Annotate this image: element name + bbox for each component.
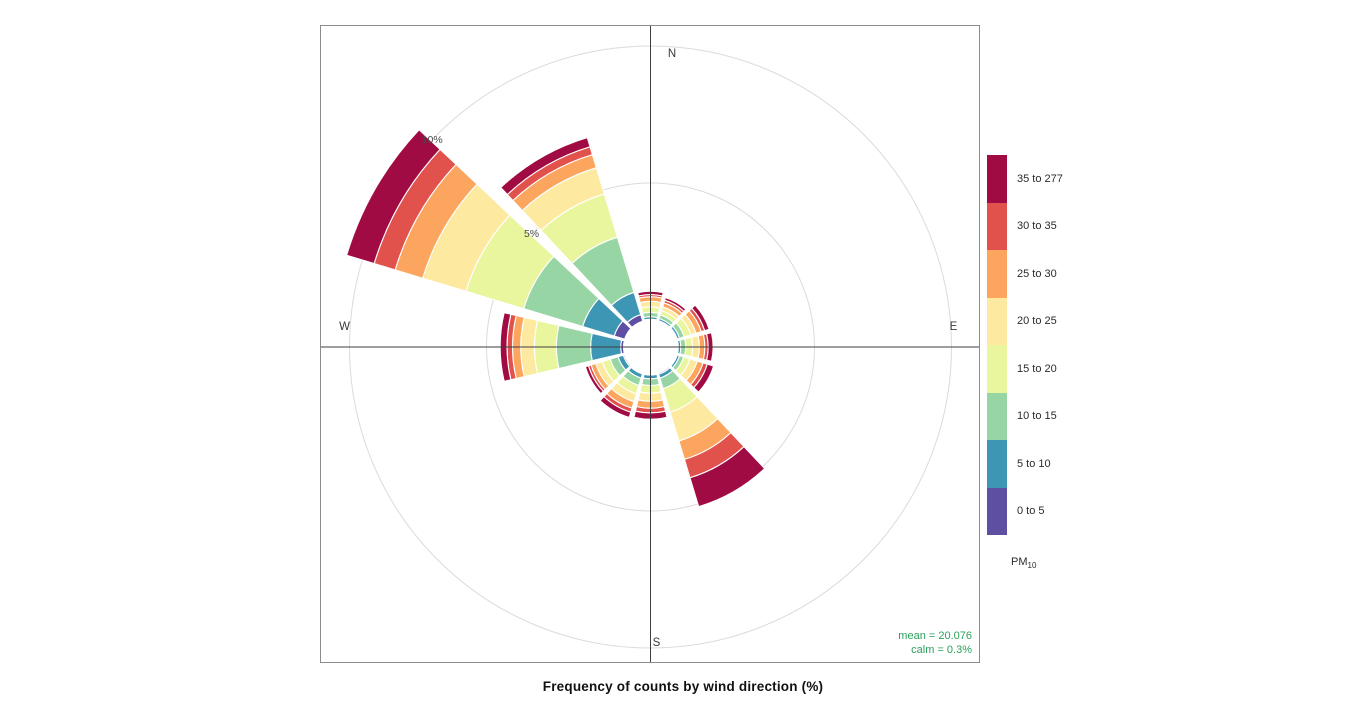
legend-swatch [987, 345, 1007, 393]
legend-swatch [987, 487, 1007, 535]
legend-title-main: PM [1011, 556, 1028, 568]
legend-row: 25 to 30 [987, 250, 1063, 298]
wind-rose-svg: N E S W 5% 10% [321, 26, 979, 662]
compass-label-e: E [950, 321, 958, 333]
legend-label: 20 to 25 [1017, 315, 1057, 328]
compass-label-n: N [668, 48, 676, 60]
plot-panel: N E S W 5% 10% mean = 20.076 calm = 0.3% [320, 25, 980, 663]
legend-label: 10 to 15 [1017, 410, 1057, 423]
legend-row: 20 to 25 [987, 297, 1063, 345]
calm-annotation: calm = 0.3% [911, 644, 972, 656]
rose-sector-WSW-band-35to277 [584, 365, 604, 395]
compass-label-w: W [339, 321, 350, 333]
legend-row: 0 to 5 [987, 487, 1063, 535]
radial-scale-label-5pct: 5% [524, 228, 539, 240]
legend-row: 15 to 20 [987, 345, 1063, 393]
legend-swatch [987, 392, 1007, 440]
legend-label: 30 to 35 [1017, 220, 1057, 233]
legend-title-subscript: 10 [1027, 561, 1037, 571]
legend-row: 10 to 15 [987, 392, 1063, 440]
legend-label: 15 to 20 [1017, 362, 1057, 375]
legend-label: 0 to 5 [1017, 505, 1045, 518]
legend-row: 35 to 277 [987, 155, 1063, 203]
legend-row: 5 to 10 [987, 440, 1063, 488]
rose-sector-ESE-band-35to277 [693, 363, 715, 393]
legend-label: 35 to 277 [1017, 172, 1063, 185]
rose-sector-NNW-band-35to277 [500, 136, 591, 196]
legend-title: PM10 [1011, 556, 1036, 570]
legend-label: 25 to 30 [1017, 267, 1057, 280]
legend-row: 30 to 35 [987, 202, 1063, 250]
legend-swatch [987, 202, 1007, 250]
rose-sector-ENE-band-35to277 [691, 304, 710, 332]
legend-swatch [987, 297, 1007, 345]
radial-scale-label-10pct: 10% [422, 134, 443, 146]
rose-sector-NNE-band-35to277 [664, 296, 687, 312]
compass-label-s: S [653, 637, 661, 649]
rose-sector-WNW-band-35to277 [346, 129, 441, 265]
pm10-legend: 35 to 277 30 to 35 25 to 30 20 to 25 15 to 2… [987, 155, 1063, 535]
chart-title: Frequency of counts by wind direction (%… [542, 679, 824, 694]
rose-sector-SSE-band-35to277 [689, 446, 766, 508]
stats-annotation: mean = 20.076 calm = 0.3% [898, 629, 972, 657]
legend-swatch [987, 440, 1007, 488]
mean-annotation: mean = 20.076 [898, 630, 972, 642]
legend-swatch [987, 250, 1007, 298]
legend-label: 5 to 10 [1017, 457, 1051, 470]
legend-swatch [987, 155, 1007, 203]
rose-sector-SSW-band-35to277 [599, 396, 632, 418]
